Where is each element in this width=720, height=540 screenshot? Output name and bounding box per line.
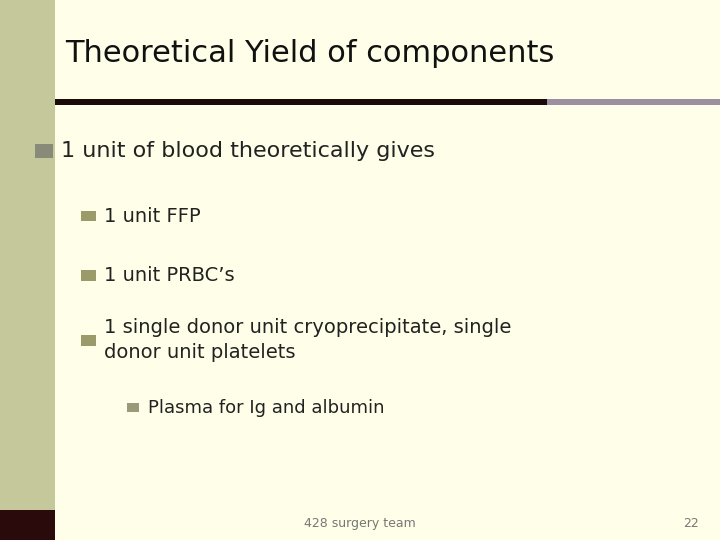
Bar (0, 0, 55, 540)
Text: 1 single donor unit cryoprecipitate, single
donor unit platelets: 1 single donor unit cryoprecipitate, sin… (104, 318, 512, 362)
Text: 1 unit PRBC’s: 1 unit PRBC’s (104, 266, 235, 285)
Bar (0, 510, 55, 540)
Text: 428 surgery team: 428 surgery team (304, 517, 416, 530)
Text: Theoretical Yield of components: Theoretical Yield of components (65, 39, 554, 69)
Text: 1 unit FFP: 1 unit FFP (104, 206, 201, 226)
Text: 1 unit of blood theoretically gives: 1 unit of blood theoretically gives (61, 141, 435, 161)
Text: Plasma for Ig and albumin: Plasma for Ig and albumin (148, 399, 384, 417)
Text: 22: 22 (683, 517, 698, 530)
Bar (81, 211, 96, 221)
Bar (81, 335, 96, 346)
Bar (81, 270, 96, 281)
Bar (55, 99, 547, 105)
Bar (547, 99, 720, 105)
Bar (35, 144, 53, 158)
Bar (127, 403, 139, 412)
